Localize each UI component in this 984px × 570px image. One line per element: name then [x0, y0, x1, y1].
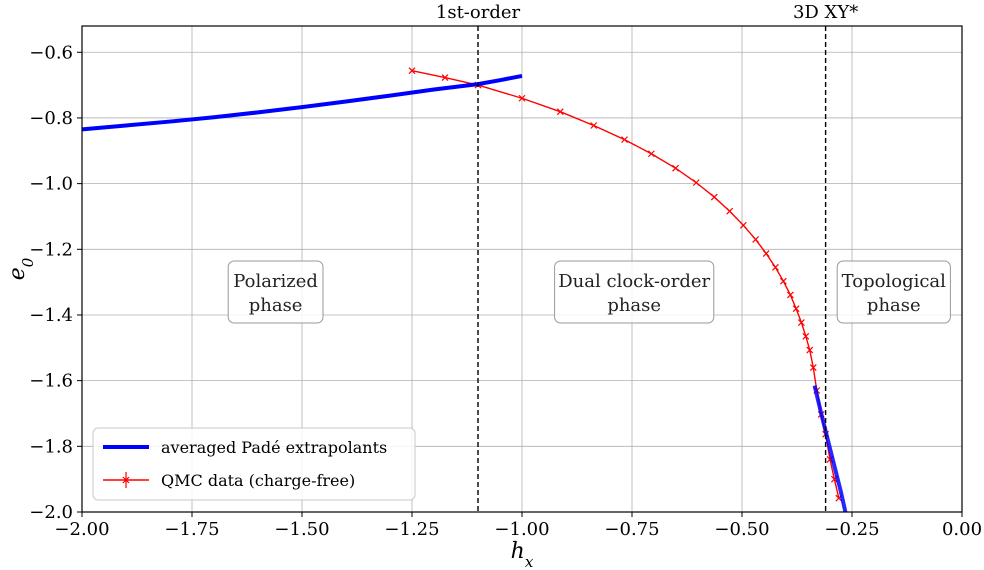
- x-tick-label: −0.25: [824, 519, 879, 540]
- legend-label-pade: averaged Padé extrapolants: [161, 438, 387, 457]
- qmc-point: [672, 164, 679, 172]
- qmc-point: [752, 236, 760, 243]
- x-label-sub: x: [525, 553, 534, 570]
- qmc-point: [802, 332, 810, 340]
- region-label: phase: [867, 295, 921, 316]
- legend-frame: [92, 427, 416, 501]
- transition-label: 3D XY*: [793, 2, 858, 23]
- legend-entry-qmc: QMC data (charge-free): [103, 471, 355, 490]
- y-tick-label: −1.2: [29, 239, 73, 260]
- phase-region-box: Topological phase: [836, 260, 951, 324]
- qmc-point: [556, 108, 564, 116]
- x-tick-label: −1.25: [384, 519, 439, 540]
- x-tick-label: 0.00: [942, 519, 982, 540]
- qmc-point: [441, 74, 449, 81]
- region-label: Topological: [842, 271, 946, 292]
- y-label-main: e: [5, 267, 30, 280]
- phase-region-box: Dual clock-order phase: [554, 260, 715, 324]
- y-tick-label: −1.8: [29, 436, 73, 457]
- qmc-point: [621, 136, 628, 144]
- qmc-point: [762, 250, 770, 257]
- x-axis-label: hx: [511, 539, 534, 570]
- series-layer: [82, 67, 848, 512]
- legend-label-qmc: QMC data (charge-free): [161, 471, 355, 490]
- y-label-sub: 0: [19, 257, 37, 267]
- x-tick-label: −1.00: [494, 519, 549, 540]
- axis-ticks: −2.00 −1.75 −1.50 −1.25 −1.00 −0.75 −0.50 −0.25…: [29, 42, 982, 540]
- region-frame: [554, 260, 715, 324]
- qmc-point: [797, 319, 805, 326]
- qmc-point: [408, 67, 416, 75]
- region-label: phase: [607, 295, 661, 316]
- qmc-point: [739, 221, 747, 229]
- y-axis-label: e0: [5, 257, 37, 280]
- qmc-point: [786, 291, 794, 299]
- pade-line-segment: [812, 385, 848, 512]
- legend: averaged Padé extrapolants QMC data (char…: [92, 427, 416, 501]
- y-tick-label: −1.6: [29, 371, 73, 392]
- qmc-point: [806, 346, 814, 354]
- x-tick-label: −1.75: [164, 519, 219, 540]
- phase-region-box: Polarized phase: [227, 260, 324, 324]
- y-tick-label: −0.6: [29, 42, 73, 63]
- region-frame: [836, 260, 951, 324]
- qmc-point: [772, 263, 779, 271]
- y-tick-label: −1.4: [29, 305, 73, 326]
- y-tick-label: −1.0: [29, 174, 73, 195]
- region-label: phase: [249, 295, 303, 316]
- qmc-point: [726, 207, 734, 215]
- x-tick-label: −0.50: [714, 519, 769, 540]
- region-label: Polarized: [233, 271, 318, 292]
- x-tick-label: −2.00: [54, 519, 109, 540]
- legend-marker-qmc: [122, 476, 130, 484]
- x-tick-label: −0.75: [604, 519, 659, 540]
- vertical-lines: 1st-order 3D XY*: [436, 2, 858, 512]
- qmc-point: [809, 364, 817, 371]
- x-label-main: h: [511, 539, 525, 564]
- transition-label: 1st-order: [436, 2, 521, 23]
- qmc-point: [647, 150, 655, 158]
- qmc-point: [779, 277, 787, 285]
- legend-entry-pade: averaged Padé extrapolants: [103, 438, 387, 457]
- region-label: Dual clock-order: [558, 271, 710, 292]
- qmc-point: [710, 193, 718, 201]
- qmc-point: [590, 122, 598, 129]
- qmc-point: [792, 305, 800, 313]
- x-tick-label: −1.50: [274, 519, 329, 540]
- y-tick-label: −2.0: [29, 502, 73, 523]
- qmc-point: [692, 179, 700, 187]
- y-tick-label: −0.8: [29, 108, 73, 129]
- qmc-point: [518, 94, 526, 102]
- pade-line-segment: [82, 73, 523, 132]
- region-frame: [227, 260, 324, 324]
